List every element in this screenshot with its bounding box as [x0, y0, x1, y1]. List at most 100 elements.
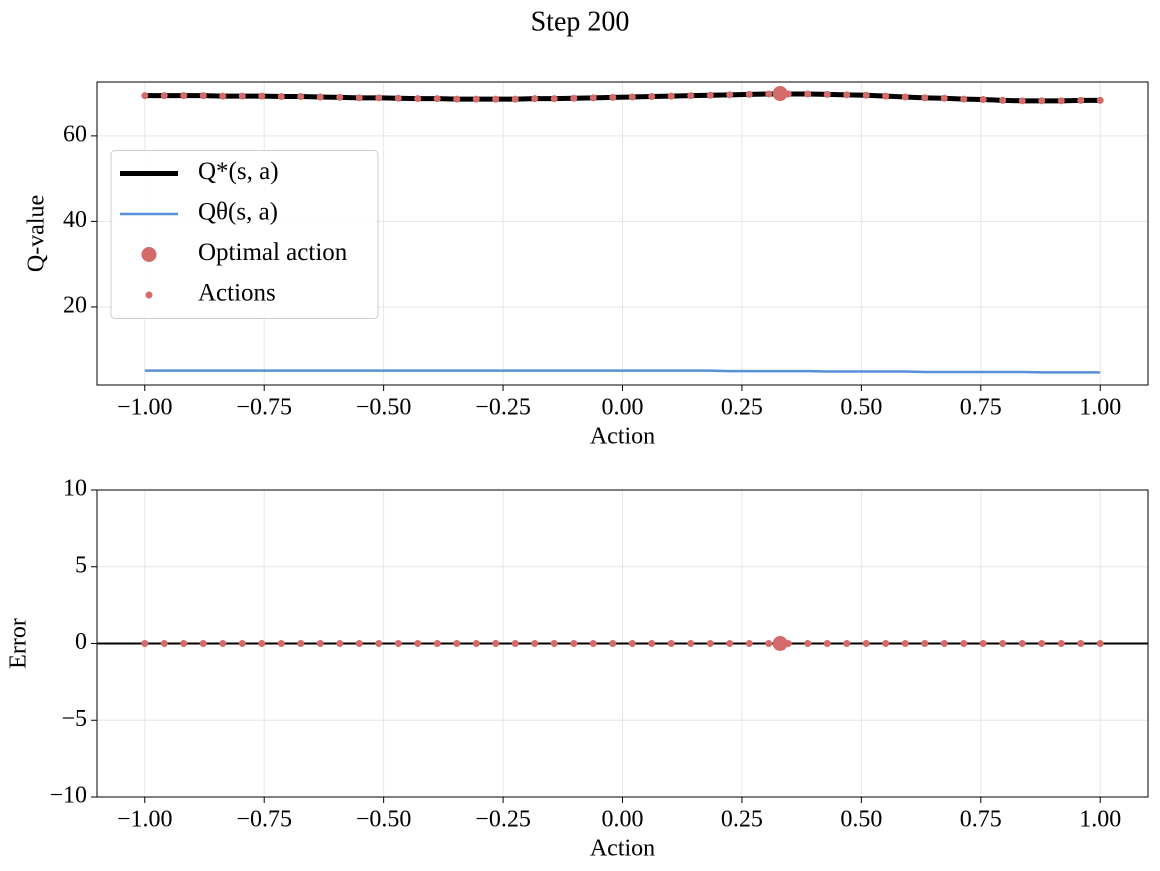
- point: [297, 93, 305, 101]
- point: [394, 640, 402, 647]
- point: [414, 95, 422, 103]
- point: [726, 640, 734, 647]
- point: [882, 92, 890, 100]
- point: [784, 90, 792, 98]
- point: [355, 94, 363, 102]
- point: [531, 640, 539, 647]
- point: [862, 640, 870, 647]
- x-tick-label: 0.50: [840, 395, 882, 421]
- point: [648, 640, 656, 647]
- x-tick-label: 0.00: [602, 807, 644, 833]
- point: [765, 90, 773, 98]
- point: [843, 91, 851, 99]
- point: [492, 95, 500, 103]
- x-tick-label: −0.75: [236, 807, 292, 833]
- y-tick-label: 5: [75, 552, 87, 578]
- point: [1018, 640, 1026, 647]
- y-tick-label: −5: [61, 706, 87, 732]
- point: [745, 90, 753, 98]
- x-tick-label: 0.25: [721, 395, 763, 421]
- point: [277, 93, 285, 101]
- y-tick-label: 20: [63, 292, 87, 318]
- subplot: −1.00 −0.75 −0.50 −0.25 0.00 0.25 0.50 0.75 1.00…: [6, 476, 1149, 862]
- y-tick-label: 0: [75, 629, 87, 655]
- point: [277, 640, 285, 647]
- point: [921, 94, 929, 102]
- y-axis-label: Q-value: [24, 195, 50, 272]
- y-tick-label: 10: [63, 476, 87, 502]
- x-tick-label: 1.00: [1079, 395, 1121, 421]
- point: [901, 640, 909, 647]
- point: [375, 640, 383, 647]
- legend: Q*(s, a) Qθ(s, a) Optimal action Actions: [110, 150, 379, 319]
- point: [772, 636, 788, 651]
- point: [1018, 97, 1026, 105]
- point: [1057, 97, 1065, 105]
- point: [472, 640, 480, 647]
- point: [180, 640, 188, 647]
- legend-label: Optimal action: [198, 239, 348, 266]
- point: [1038, 97, 1046, 105]
- point: [1038, 640, 1046, 647]
- point: [862, 91, 870, 99]
- x-axis-label: Action: [590, 424, 655, 450]
- point: [180, 92, 188, 100]
- legend-label: Q*(s, a): [198, 158, 279, 185]
- axes-frame: [96, 489, 1149, 798]
- point: [472, 95, 480, 103]
- point: [804, 90, 812, 98]
- plot-area: [141, 86, 1104, 374]
- point: [999, 640, 1007, 647]
- point: [687, 92, 695, 100]
- x-tick-label: −0.50: [356, 395, 412, 421]
- point: [960, 95, 968, 103]
- x-tick-label: −1.00: [117, 395, 173, 421]
- line: [144, 369, 1101, 374]
- point: [511, 95, 519, 103]
- point: [453, 640, 461, 647]
- point: [706, 640, 714, 647]
- point: [1057, 640, 1065, 647]
- x-axis-label: Action: [590, 836, 655, 862]
- x-tick-label: −1.00: [117, 807, 173, 833]
- point: [433, 640, 441, 647]
- point: [199, 640, 207, 647]
- point: [1096, 640, 1104, 647]
- point: [433, 95, 441, 103]
- point: [394, 94, 402, 102]
- point: [609, 93, 617, 101]
- axes-frame: [96, 81, 1149, 386]
- point: [667, 92, 675, 100]
- point: [453, 95, 461, 103]
- point: [628, 93, 636, 101]
- point: [336, 93, 344, 101]
- x-tick-label: 0.75: [960, 395, 1002, 421]
- point: [1096, 96, 1104, 104]
- point: [940, 640, 948, 647]
- point: [219, 92, 227, 100]
- point: [609, 640, 617, 647]
- point: [1077, 640, 1085, 647]
- point: [160, 640, 168, 647]
- x-tick-label: 0.25: [721, 807, 763, 833]
- point: [238, 640, 246, 647]
- point: [804, 640, 812, 647]
- point: [219, 640, 227, 647]
- subplot: −1.00 −0.75 −0.50 −0.25 0.00 0.25 0.50 0.75 1.00…: [24, 81, 1149, 450]
- y-tick-label: 40: [63, 207, 87, 233]
- x-tick-label: −0.25: [475, 395, 531, 421]
- x-tick-label: 0.75: [960, 807, 1002, 833]
- point: [258, 640, 266, 647]
- point: [199, 92, 207, 100]
- point: [297, 640, 305, 647]
- point: [336, 640, 344, 647]
- point: [901, 93, 909, 101]
- point: [726, 91, 734, 99]
- figure-title: Step 200: [531, 6, 630, 37]
- legend-swatch: [145, 291, 153, 299]
- point: [648, 93, 656, 101]
- point: [843, 640, 851, 647]
- point: [687, 640, 695, 647]
- point: [999, 96, 1007, 104]
